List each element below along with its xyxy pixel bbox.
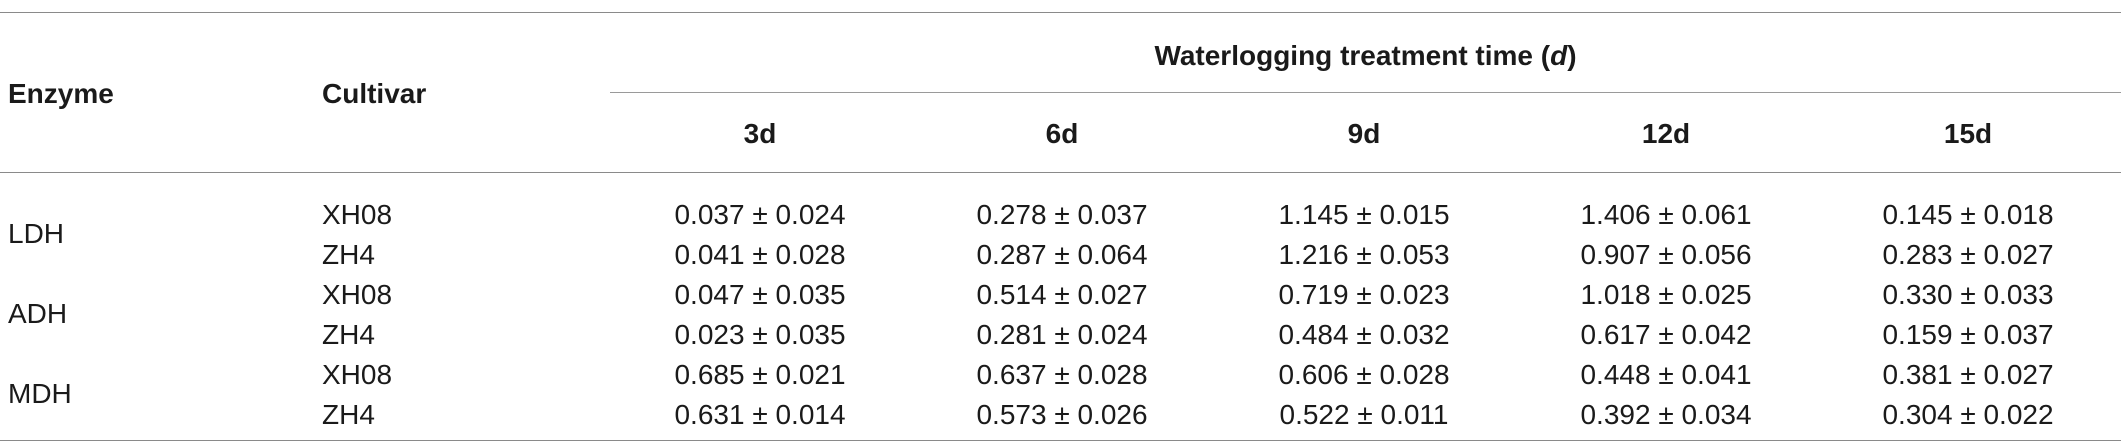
table-cell: 0.617 ± 0.042	[1580, 319, 1752, 350]
header-bottom-rule	[0, 172, 2121, 173]
cultivar-label: ZH4	[322, 239, 375, 270]
table-cell: 0.037 ± 0.024	[674, 199, 846, 230]
time-column-header: 12d	[1641, 118, 1691, 149]
treatment-time-close: )	[1567, 40, 1577, 71]
table-cell: 1.018 ± 0.025	[1580, 279, 1752, 310]
time-column-header: 6d	[1045, 118, 1079, 149]
table-cell: 0.330 ± 0.033	[1882, 279, 2054, 310]
table-cell: 0.514 ± 0.027	[976, 279, 1148, 310]
cultivar-column-header: Cultivar	[322, 78, 427, 109]
table-cell: 0.606 ± 0.028	[1278, 359, 1450, 390]
table-cell: 1.216 ± 0.053	[1278, 239, 1450, 270]
time-column-header: 9d	[1347, 118, 1381, 149]
table-cell: 1.406 ± 0.061	[1580, 199, 1752, 230]
table-cell: 0.685 ± 0.021	[674, 359, 846, 390]
table-cell: 0.159 ± 0.037	[1882, 319, 2054, 350]
enzyme-column-header: Enzyme	[8, 78, 114, 109]
table-cell: 1.145 ± 0.015	[1278, 199, 1450, 230]
time-column-header: 15d	[1943, 118, 1993, 149]
span-header-rule	[610, 92, 2121, 93]
treatment-time-header-text: Waterlogging treatment time (	[1154, 40, 1551, 71]
enzyme-label: MDH	[8, 378, 72, 409]
table-cell: 0.047 ± 0.035	[674, 279, 846, 310]
table-cell: 0.287 ± 0.064	[976, 239, 1148, 270]
table-bottom-rule	[0, 440, 2121, 441]
cultivar-label: XH08	[322, 359, 393, 390]
cultivar-label: XH08	[322, 279, 393, 310]
table-top-rule	[0, 12, 2121, 13]
table-cell: 0.281 ± 0.024	[976, 319, 1148, 350]
treatment-time-unit: d	[1550, 40, 1568, 71]
table-cell: 0.631 ± 0.014	[674, 399, 846, 430]
enzyme-label: ADH	[8, 298, 68, 329]
table-cell: 0.907 ± 0.056	[1580, 239, 1752, 270]
time-column-header: 3d	[743, 118, 777, 149]
table-cell: 0.392 ± 0.034	[1580, 399, 1752, 430]
table-cell: 0.522 ± 0.011	[1279, 399, 1449, 430]
table-cell: 0.484 ± 0.032	[1278, 319, 1450, 350]
table-cell: 0.145 ± 0.018	[1882, 199, 2054, 230]
cultivar-label: ZH4	[322, 319, 375, 350]
table-cell: 0.041 ± 0.028	[674, 239, 846, 270]
table-cell: 0.637 ± 0.028	[976, 359, 1148, 390]
table-cell: 0.283 ± 0.027	[1882, 239, 2054, 270]
table-cell: 0.719 ± 0.023	[1278, 279, 1450, 310]
table-cell: 0.023 ± 0.035	[674, 319, 846, 350]
cultivar-label: ZH4	[322, 399, 375, 430]
treatment-time-header: Waterlogging treatment time (d)	[610, 42, 2121, 70]
table-cell: 0.278 ± 0.037	[976, 199, 1148, 230]
cultivar-label: XH08	[322, 199, 393, 230]
enzyme-label: LDH	[8, 218, 65, 249]
table-cell: 0.448 ± 0.041	[1580, 359, 1752, 390]
table-cell: 0.381 ± 0.027	[1882, 359, 2054, 390]
table-cell: 0.573 ± 0.026	[976, 399, 1148, 430]
table-cell: 0.304 ± 0.022	[1882, 399, 2054, 430]
